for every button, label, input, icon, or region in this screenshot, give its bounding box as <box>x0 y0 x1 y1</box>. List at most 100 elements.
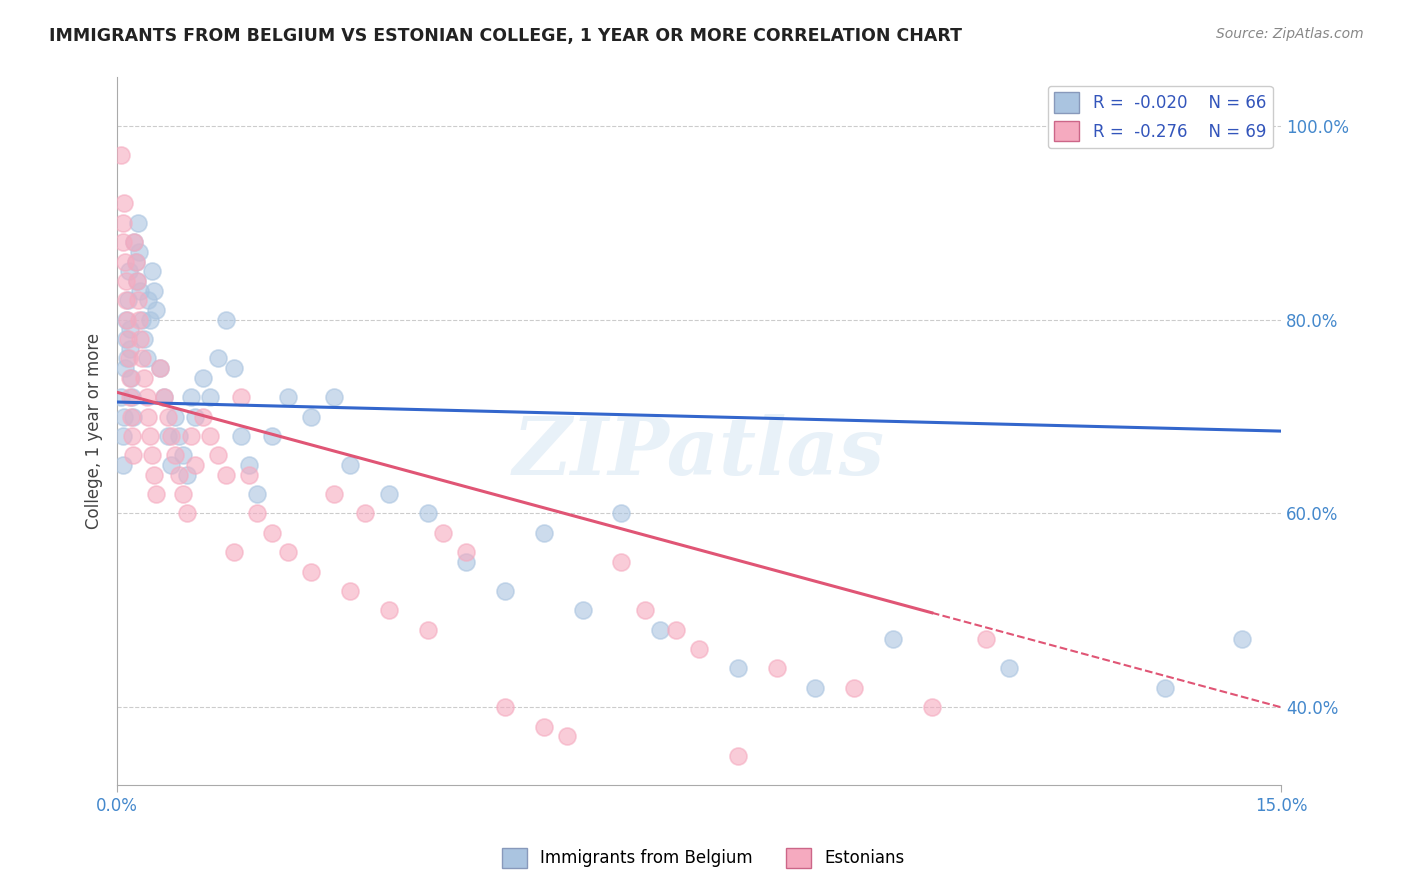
Point <box>727 748 749 763</box>
Point <box>134 371 156 385</box>
Point <box>131 351 153 366</box>
Point <box>172 487 194 501</box>
Point <box>120 342 142 356</box>
Point <box>135 351 157 366</box>
Point <box>117 293 139 308</box>
Point <box>533 720 555 734</box>
Point <box>160 458 183 472</box>
Point <box>112 196 135 211</box>
Point <box>143 284 166 298</box>
Point <box>167 467 190 482</box>
Point <box>416 507 439 521</box>
Point <box>112 458 135 472</box>
Point <box>114 274 136 288</box>
Point <box>277 390 299 404</box>
Point <box>131 312 153 326</box>
Point <box>238 467 260 482</box>
Text: IMMIGRANTS FROM BELGIUM VS ESTONIAN COLLEGE, 1 YEAR OR MORE CORRELATION CHART: IMMIGRANTS FROM BELGIUM VS ESTONIAN COLL… <box>49 27 962 45</box>
Text: ZIPatlas: ZIPatlas <box>513 414 886 491</box>
Point <box>112 235 135 249</box>
Point <box>128 244 150 259</box>
Point <box>134 332 156 346</box>
Point <box>665 623 688 637</box>
Point <box>215 312 238 326</box>
Point <box>176 507 198 521</box>
Point <box>129 332 152 346</box>
Point <box>152 390 174 404</box>
Point <box>650 623 672 637</box>
Point <box>149 361 172 376</box>
Point <box>222 545 245 559</box>
Point <box>145 303 167 318</box>
Point <box>571 603 593 617</box>
Point <box>555 729 578 743</box>
Point <box>323 487 346 501</box>
Point <box>416 623 439 637</box>
Point <box>115 293 138 308</box>
Point <box>377 487 399 501</box>
Legend: Immigrants from Belgium, Estonians: Immigrants from Belgium, Estonians <box>495 841 911 875</box>
Point <box>191 409 214 424</box>
Point <box>1153 681 1175 695</box>
Point <box>339 584 361 599</box>
Point <box>139 312 162 326</box>
Point <box>688 642 710 657</box>
Point <box>165 448 187 462</box>
Point <box>246 507 269 521</box>
Point <box>143 467 166 482</box>
Point <box>494 584 516 599</box>
Point <box>998 661 1021 675</box>
Point <box>117 312 139 326</box>
Point <box>120 371 142 385</box>
Point <box>141 264 163 278</box>
Point <box>129 284 152 298</box>
Point <box>200 429 222 443</box>
Point <box>238 458 260 472</box>
Point <box>120 390 142 404</box>
Point <box>165 409 187 424</box>
Point <box>136 409 159 424</box>
Point <box>184 409 207 424</box>
Point <box>262 525 284 540</box>
Point <box>456 545 478 559</box>
Point <box>172 448 194 462</box>
Point <box>299 409 322 424</box>
Point <box>921 700 943 714</box>
Point <box>141 448 163 462</box>
Point <box>765 661 787 675</box>
Point <box>118 371 141 385</box>
Point <box>207 448 229 462</box>
Point <box>117 332 139 346</box>
Point <box>145 487 167 501</box>
Point <box>1230 632 1253 647</box>
Point <box>180 390 202 404</box>
Point <box>115 332 138 346</box>
Point <box>156 429 179 443</box>
Point <box>112 409 135 424</box>
Point <box>122 235 145 249</box>
Legend: R =  -0.020    N = 66, R =  -0.276    N = 69: R = -0.020 N = 66, R = -0.276 N = 69 <box>1047 86 1272 148</box>
Point <box>156 409 179 424</box>
Point <box>215 467 238 482</box>
Point <box>118 322 141 336</box>
Point <box>200 390 222 404</box>
Point <box>222 361 245 376</box>
Point <box>114 254 136 268</box>
Point <box>149 361 172 376</box>
Point <box>114 361 136 376</box>
Point <box>804 681 827 695</box>
Point <box>167 429 190 443</box>
Point <box>533 525 555 540</box>
Point <box>127 293 149 308</box>
Point <box>121 448 143 462</box>
Point <box>122 235 145 249</box>
Point <box>110 148 132 162</box>
Point <box>231 390 253 404</box>
Point <box>339 458 361 472</box>
Point <box>125 254 148 268</box>
Point <box>184 458 207 472</box>
Point <box>494 700 516 714</box>
Point <box>121 429 143 443</box>
Point <box>882 632 904 647</box>
Point <box>125 254 148 268</box>
